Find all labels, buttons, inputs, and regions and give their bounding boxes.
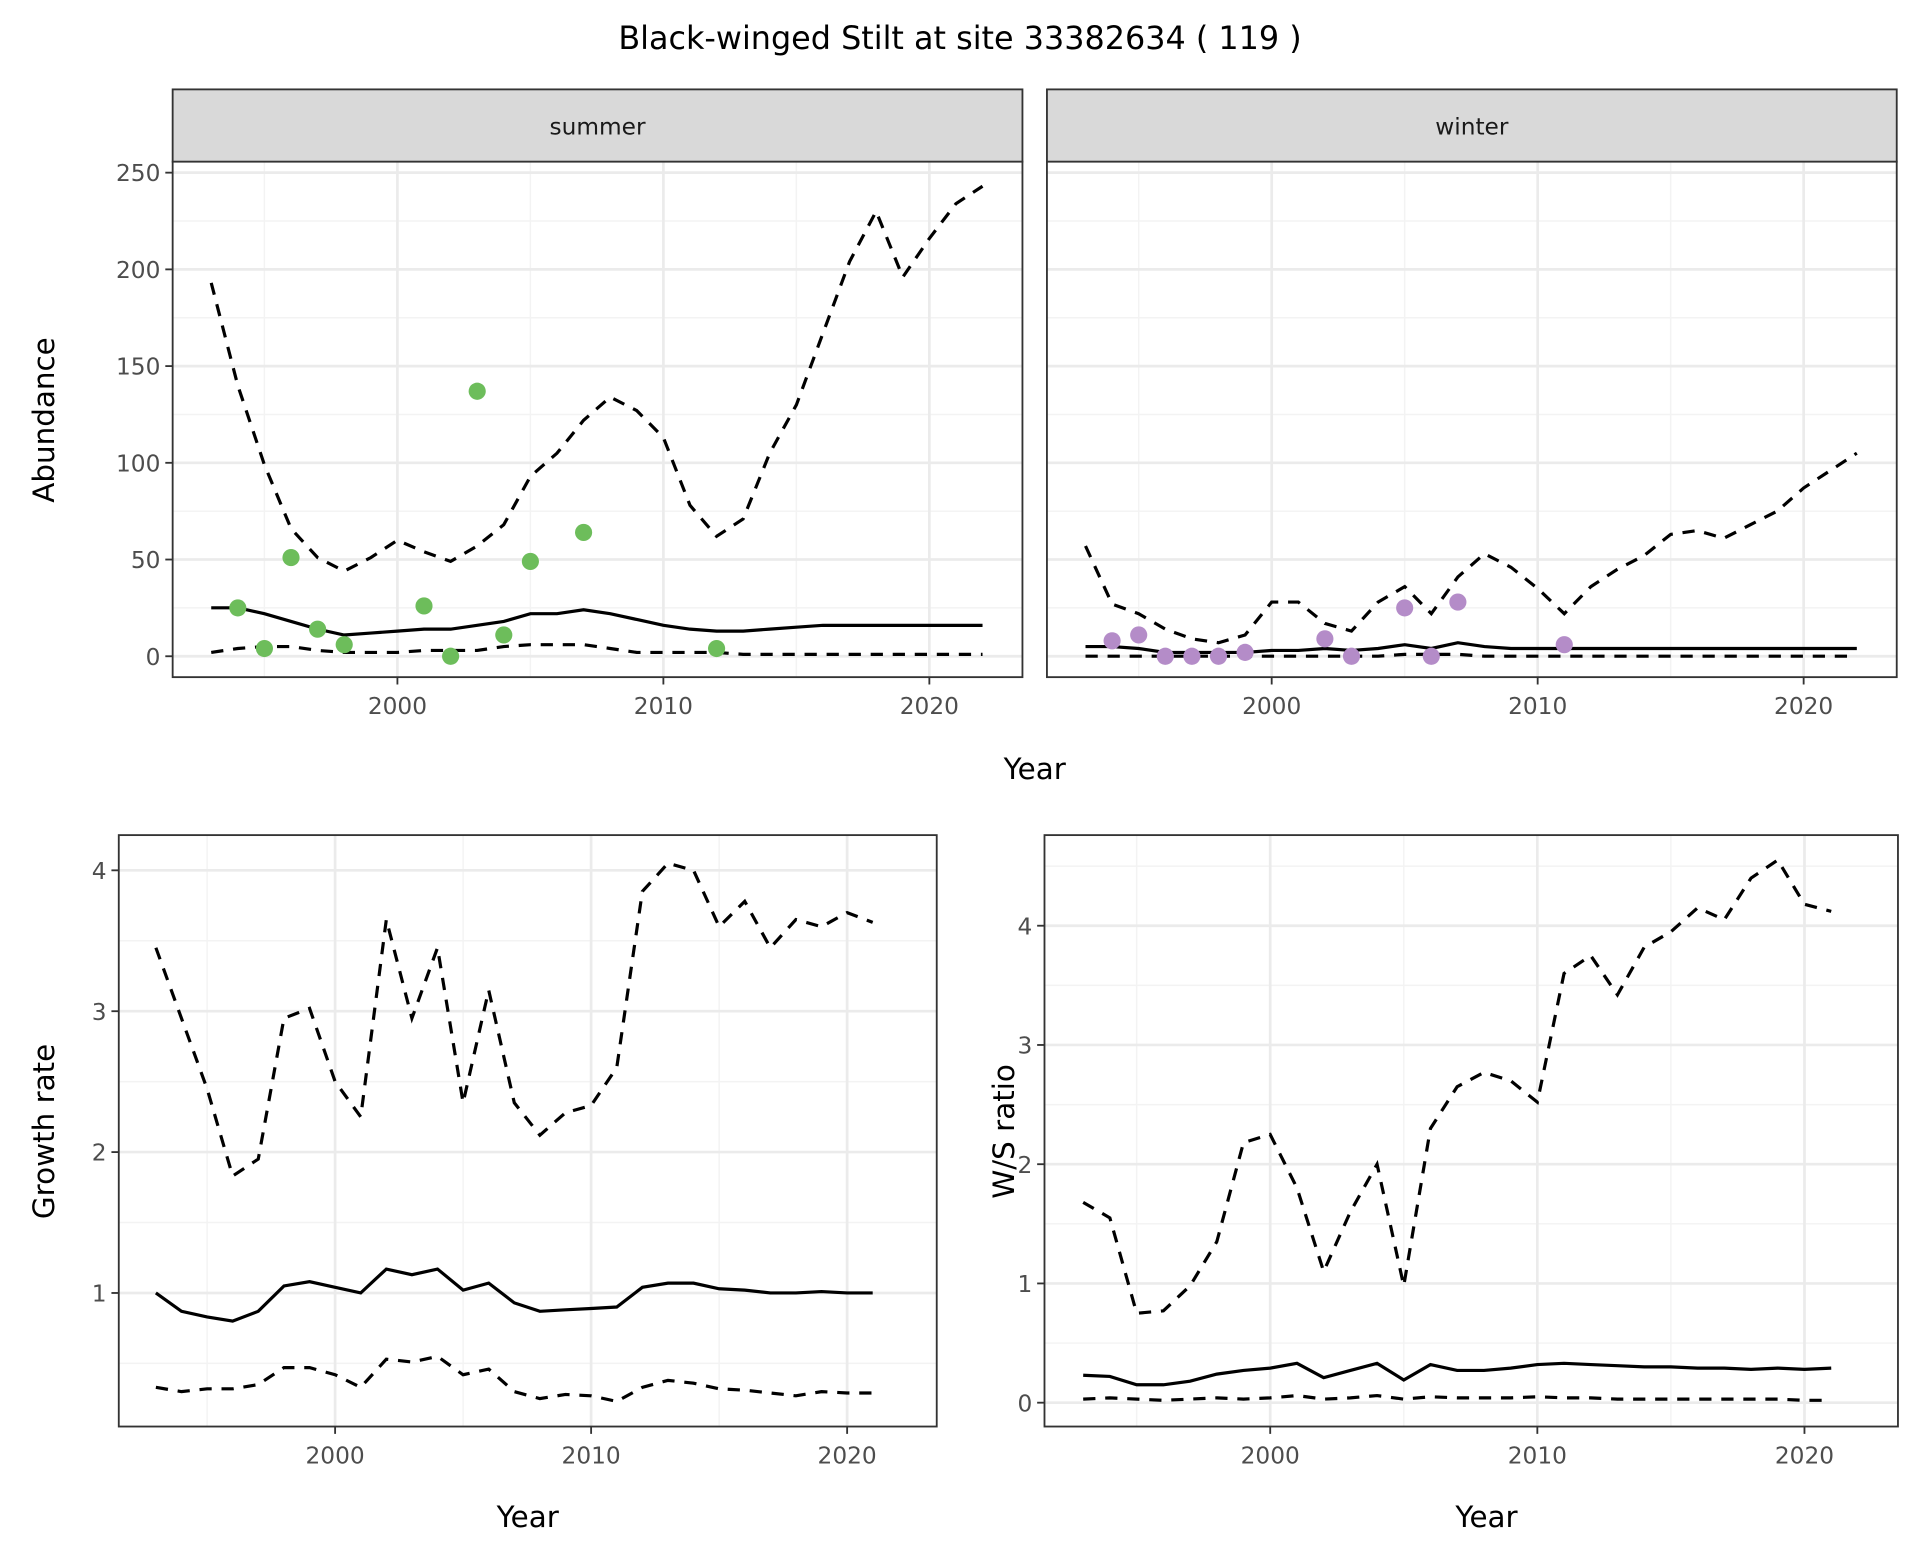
panel-border — [1043, 834, 1899, 1428]
y-tick-label: 4 — [1017, 913, 1032, 940]
data-point — [575, 523, 593, 542]
data-point — [335, 636, 353, 654]
y-tick-label: 50 — [131, 547, 161, 574]
data-point — [1209, 647, 1228, 665]
data-point — [1342, 647, 1361, 665]
y-tick-label: 100 — [116, 450, 160, 477]
x-tick-label: 2000 — [1242, 693, 1301, 720]
x-tick-label: 2020 — [1774, 693, 1833, 720]
data-point — [468, 382, 486, 400]
panel-4: 2000 2010 2020 0 1 2 3 4 — [1017, 834, 1899, 1469]
panel-border — [117, 834, 938, 1428]
upper-bound-line — [209, 184, 984, 573]
data-point — [1449, 593, 1467, 611]
x-tick-label: 2020 — [818, 1442, 877, 1469]
plot-background — [1046, 161, 1897, 678]
y-axis-title-growth: Growth rate — [27, 1044, 61, 1219]
panel-1: 2000 2010 2020 0 50 100 150 200 250 — [116, 88, 1024, 720]
facet-label-winter: winter — [1435, 114, 1509, 141]
x-tick-label: 2000 — [306, 1442, 365, 1469]
plot-background — [1044, 835, 1898, 1427]
x-tick-label: 2010 — [562, 1442, 621, 1469]
facet-strip — [1046, 88, 1898, 163]
data-point — [1183, 647, 1201, 665]
data-point — [442, 647, 460, 665]
upper-bound-line — [1084, 451, 1858, 645]
y-tick-label: 2 — [1017, 1152, 1032, 1179]
x-tick-label: 2010 — [634, 693, 693, 720]
y-axis-title-top: Abundance — [27, 337, 61, 502]
plot-background — [118, 835, 937, 1427]
data-point — [309, 620, 327, 638]
y-tick-label: 200 — [116, 257, 160, 284]
lower-bound-line — [210, 643, 983, 656]
facet-strip — [171, 88, 1024, 163]
data-point — [282, 549, 300, 567]
y-tick-label: 250 — [116, 160, 160, 187]
x-tick-label: 2000 — [1241, 1442, 1300, 1469]
plot-background — [172, 161, 1023, 678]
facet-label-summer: summer — [550, 114, 646, 141]
data-point — [1555, 636, 1573, 654]
data-point — [1422, 647, 1440, 665]
y-tick-label: 3 — [1017, 1033, 1032, 1060]
data-point — [1316, 630, 1334, 648]
y-tick-label: 4 — [92, 858, 107, 885]
y-tick-label: 1 — [1017, 1271, 1032, 1298]
upper-bound-line — [1082, 857, 1832, 1315]
panel-3: 2000 2010 2020 1 2 3 4 — [92, 834, 938, 1469]
y-tick-label: 0 — [146, 644, 161, 671]
x-tick-label: 2000 — [368, 693, 427, 720]
mean-line — [211, 606, 983, 637]
x-tick-label: 2020 — [1775, 1442, 1834, 1469]
lower-bound-line — [1083, 1393, 1832, 1402]
x-tick-label: 2010 — [1508, 1442, 1567, 1469]
data-point — [229, 599, 247, 617]
x-tick-label: 2020 — [900, 693, 959, 720]
y-axis-title-ratio: W/S ratio — [987, 1064, 1021, 1199]
data-point — [1103, 632, 1121, 650]
upper-bound-line — [154, 861, 874, 1179]
mean-line — [1083, 1361, 1832, 1387]
mean-line — [154, 1267, 873, 1323]
data-point — [415, 597, 433, 615]
y-tick-label: 1 — [92, 1281, 107, 1308]
x-axis-title-top: Year — [1003, 752, 1067, 786]
data-point — [255, 639, 273, 658]
y-tick-label: 150 — [116, 354, 160, 381]
x-axis-title-growth: Year — [496, 1500, 560, 1534]
data-point — [708, 639, 726, 658]
panel-2: 2000 2010 2020 — [1046, 88, 1898, 720]
y-tick-label: 3 — [92, 999, 107, 1026]
data-point — [1236, 643, 1254, 661]
lower-bound-line — [155, 1354, 873, 1404]
lower-bound-line — [1085, 652, 1857, 658]
y-tick-label: 2 — [92, 1140, 107, 1167]
x-tick-label: 2010 — [1508, 693, 1567, 720]
y-tick-label: 0 — [1017, 1390, 1032, 1417]
data-point — [521, 552, 539, 571]
data-point — [1130, 626, 1148, 644]
x-axis-title-ratio: Year — [1454, 1500, 1518, 1534]
data-point — [1156, 647, 1174, 665]
chart-title: Black-winged Stilt at site 33382634 ( 11… — [618, 19, 1301, 57]
data-point — [495, 626, 513, 644]
data-point — [1396, 599, 1414, 617]
